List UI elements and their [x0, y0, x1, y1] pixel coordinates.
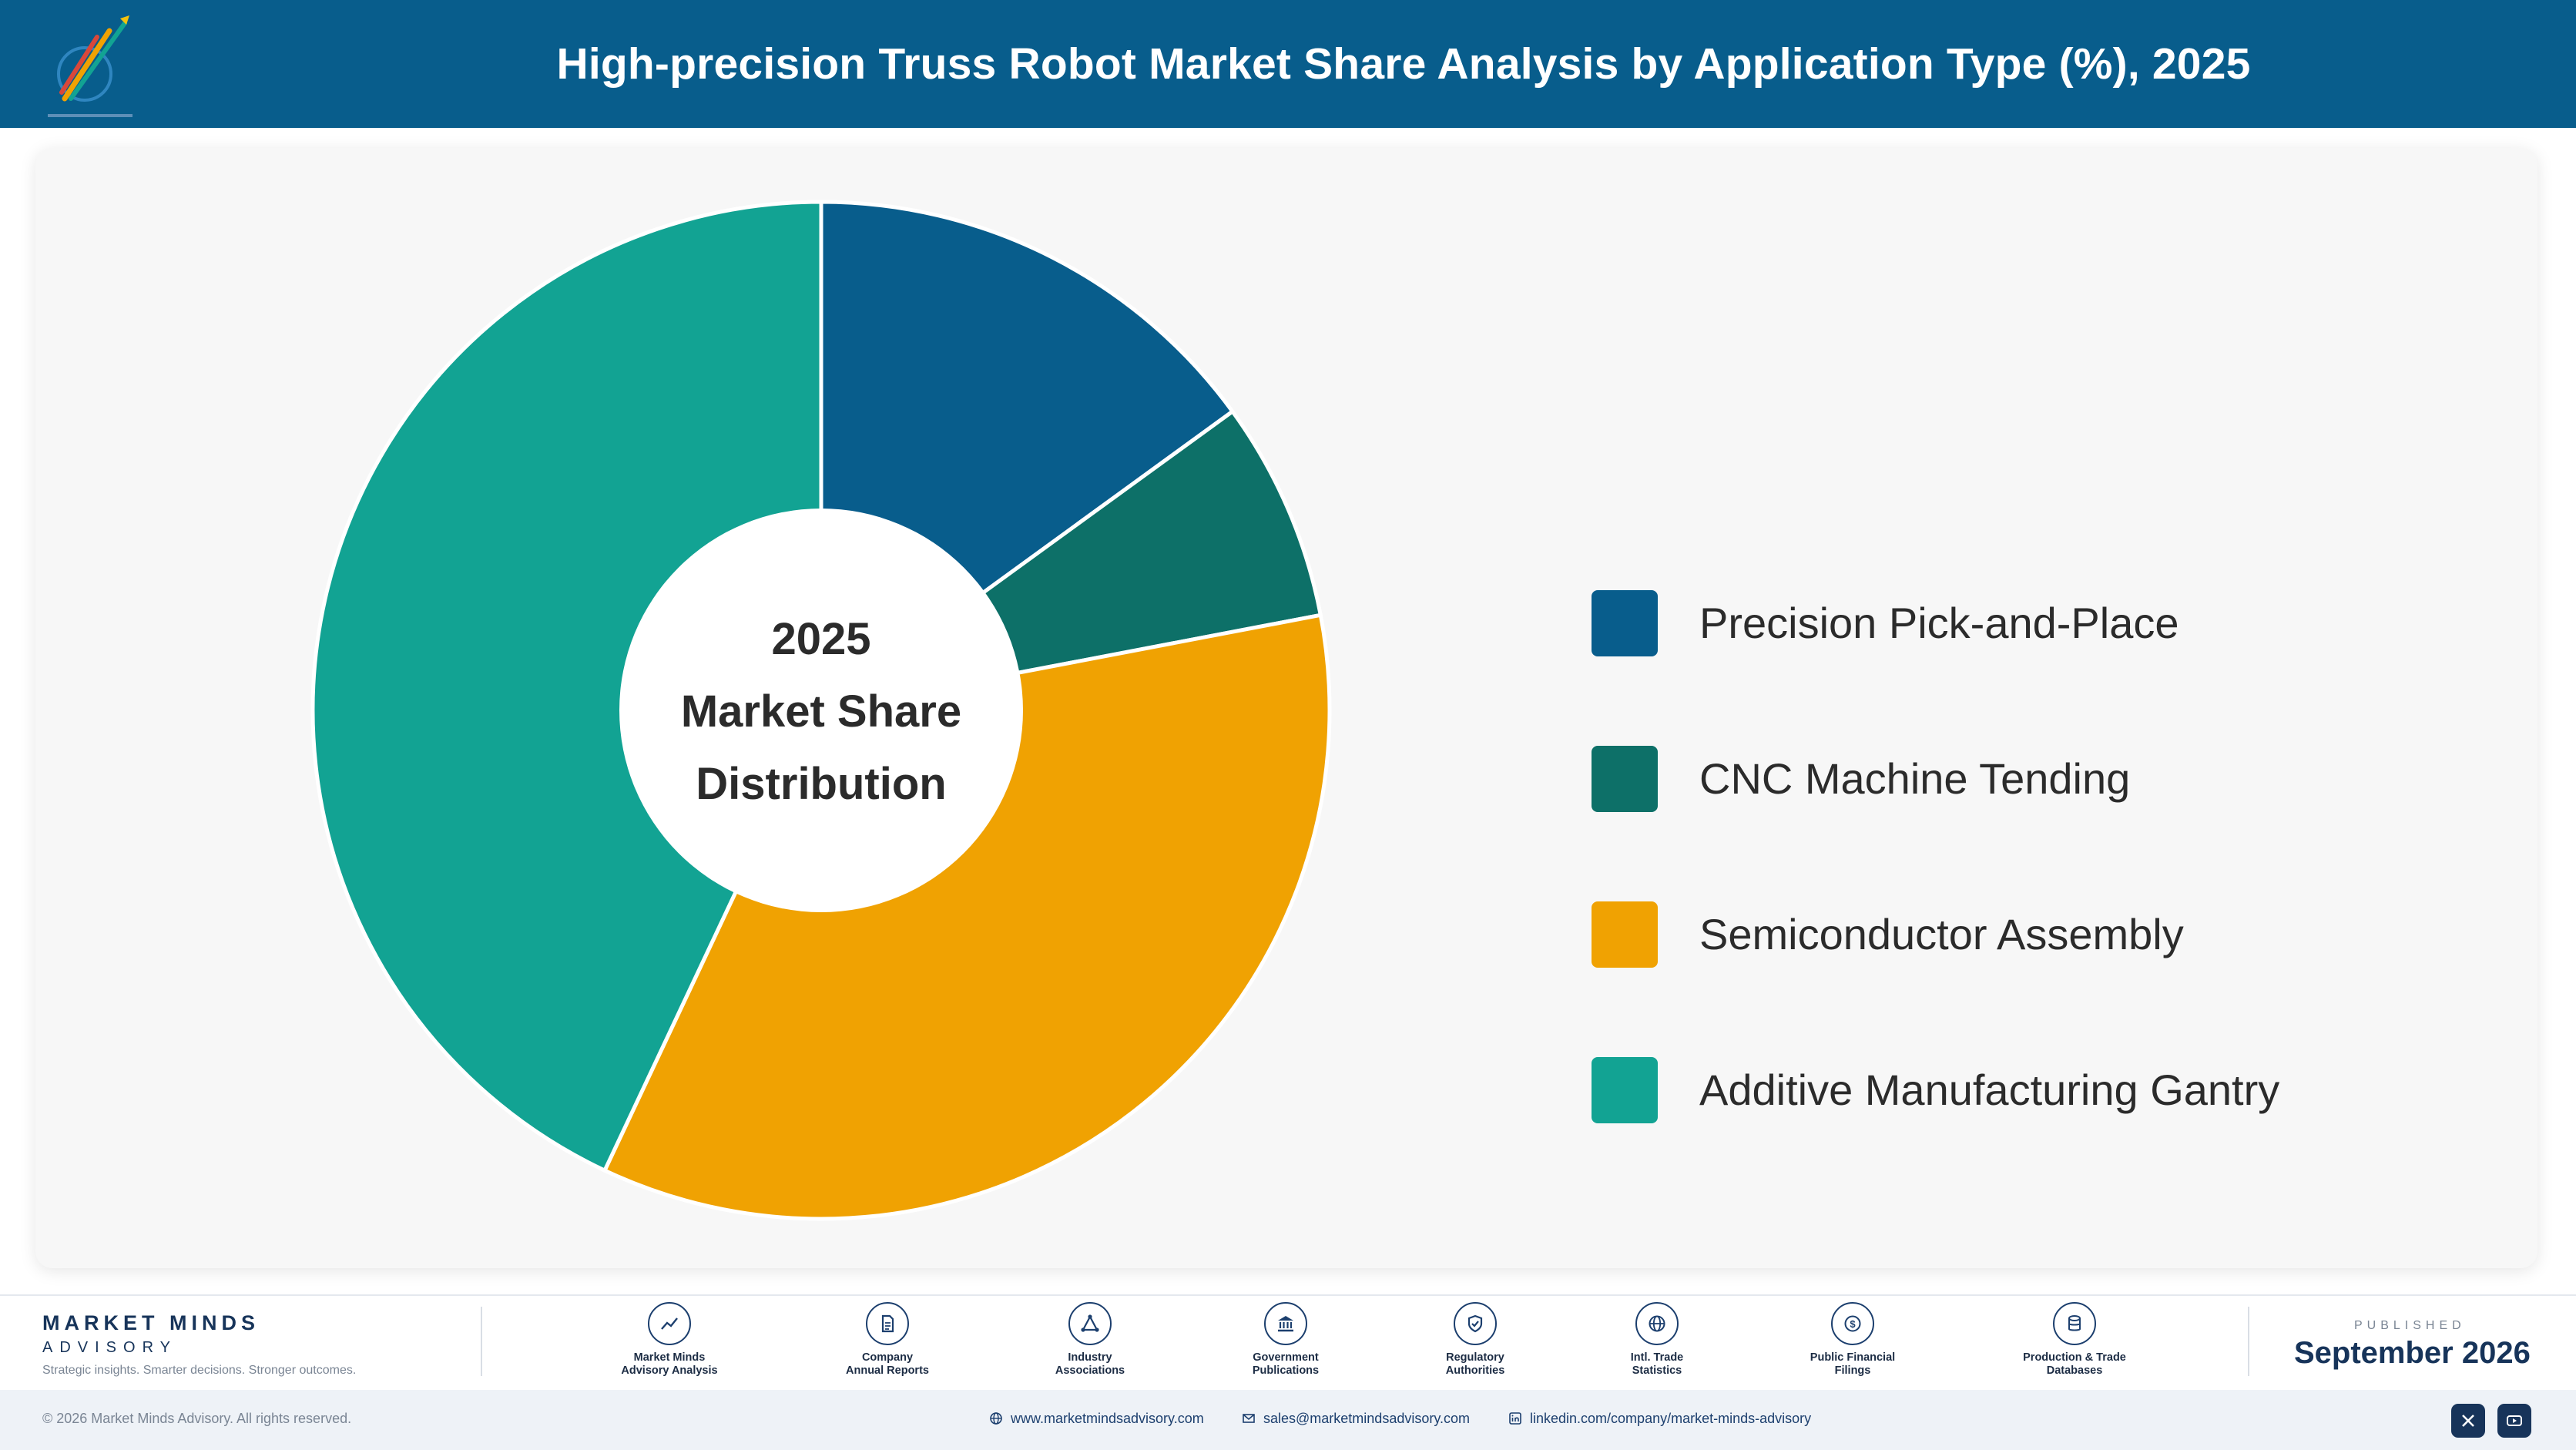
source-label-line1: Production & Trade	[2023, 1351, 2126, 1364]
legend-label: CNC Machine Tending	[1699, 754, 2131, 803]
source-label-line2: Associations	[1055, 1364, 1125, 1377]
source-label-line1: Market Minds	[633, 1351, 706, 1364]
legend-swatch	[1592, 901, 1658, 968]
legend-item-precision-pick-and-place: Precision Pick-and-Place	[1592, 590, 2516, 658]
chart-card: 2025 Market Share Distribution Precision…	[35, 148, 2537, 1268]
dollar-coin-icon: $	[1831, 1302, 1874, 1345]
website-text: www.marketmindsadvisory.com	[1011, 1411, 1204, 1426]
footer-divider	[481, 1307, 482, 1376]
source-label-line1: Intl. Trade	[1630, 1351, 1684, 1364]
brand-subtitle: ADVISORY	[42, 1339, 177, 1356]
source-label-line1: Industry	[1068, 1351, 1112, 1364]
source-intl-trade-statistics: Intl. Trade Statistics	[1576, 1302, 1738, 1378]
published-date: September 2026	[2294, 1336, 2531, 1370]
chart-line-icon	[648, 1302, 691, 1345]
mail-icon	[1243, 1414, 1255, 1423]
source-company-annual-reports: Company Annual Reports	[807, 1302, 968, 1378]
email-link[interactable]: sales@marketmindsadvisory.com	[1242, 1411, 1470, 1427]
footer: MARKET MINDS ADVISORY Strategic insights…	[0, 1294, 2576, 1390]
legend-item-additive-manufacturing-gantry: Additive Manufacturing Gantry	[1592, 1057, 2516, 1125]
source-market-minds-analysis: Market Minds Advisory Analysis	[589, 1302, 750, 1378]
source-label-line2: Filings	[1834, 1364, 1871, 1377]
svg-text:$: $	[1850, 1318, 1856, 1330]
x-social-button[interactable]	[2451, 1404, 2485, 1438]
network-icon	[1068, 1302, 1112, 1345]
pie-slice-additive-manufacturing-gantry	[310, 200, 823, 1173]
source-public-financial-filings: $ Public Financial Filings	[1772, 1302, 1934, 1378]
donut-hole	[619, 509, 1023, 912]
x-icon	[2462, 1415, 2474, 1427]
document-icon	[866, 1302, 909, 1345]
source-label-line2: Authorities	[1445, 1364, 1505, 1377]
source-label-line1: Company	[861, 1351, 914, 1364]
page-title: High-precision Truss Robot Market Share …	[556, 39, 2251, 89]
copyright-text: © 2026 Market Minds Advisory. All rights…	[42, 1411, 352, 1426]
source-label-line1: Government	[1253, 1351, 1319, 1364]
source-production-trade-databases: Production & Trade Databases	[1994, 1302, 2155, 1378]
legend-item-cnc-machine-tending: CNC Machine Tending	[1592, 746, 2516, 814]
database-icon	[2053, 1302, 2096, 1345]
header-bar: High-precision Truss Robot Market Share …	[0, 0, 2576, 128]
globe-icon	[990, 1412, 1002, 1425]
linkedin-link[interactable]: linkedin.com/company/market-minds-adviso…	[1508, 1411, 1811, 1427]
email-text: sales@marketmindsadvisory.com	[1263, 1411, 1471, 1426]
pie-slice-semiconductor-assembly	[602, 613, 1332, 1221]
brand-tagline: Strategic insights. Smarter decisions. S…	[42, 1364, 357, 1377]
legend-label: Additive Manufacturing Gantry	[1699, 1066, 2280, 1114]
linkedin-icon	[1509, 1412, 1521, 1425]
youtube-icon	[2507, 1415, 2522, 1426]
source-regulatory-authorities: Regulatory Authorities	[1394, 1302, 1556, 1378]
legend-item-semiconductor-assembly: Semiconductor Assembly	[1592, 901, 2516, 969]
website-link[interactable]: www.marketmindsadvisory.com	[989, 1411, 1204, 1427]
legend-swatch	[1592, 1057, 1658, 1123]
linkedin-text: linkedin.com/company/market-minds-adviso…	[1530, 1411, 1812, 1426]
globe-icon	[1635, 1302, 1679, 1345]
source-label-line2: Statistics	[1632, 1364, 1682, 1377]
youtube-social-button[interactable]	[2497, 1404, 2531, 1438]
footer-divider	[2248, 1307, 2249, 1376]
center-label-year: 2025	[771, 614, 870, 664]
bottom-bar: © 2026 Market Minds Advisory. All rights…	[0, 1390, 2576, 1450]
source-label-line1: Public Financial	[1810, 1351, 1896, 1364]
shield-check-icon	[1454, 1302, 1497, 1345]
published-label: PUBLISHED	[2354, 1319, 2466, 1332]
source-label-line2: Publications	[1252, 1364, 1320, 1377]
legend-label: Precision Pick-and-Place	[1699, 599, 2179, 647]
company-logo	[48, 15, 132, 117]
center-label-title: Market Share	[681, 686, 961, 737]
source-label-line2: Databases	[2046, 1364, 2103, 1377]
center-label-subtitle: Distribution	[696, 759, 946, 809]
donut-chart: 2025 Market Share Distribution	[310, 200, 1332, 1221]
government-building-icon	[1264, 1302, 1307, 1345]
legend-swatch	[1592, 746, 1658, 812]
legend-label: Semiconductor Assembly	[1699, 910, 2184, 958]
brand-name: MARKET MINDS	[42, 1311, 260, 1334]
source-label-line2: Annual Reports	[846, 1364, 929, 1377]
source-industry-associations: Industry Associations	[1009, 1302, 1171, 1378]
source-label-line1: Regulatory	[1446, 1351, 1504, 1364]
source-government-publications: Government Publications	[1205, 1302, 1367, 1378]
legend-swatch	[1592, 590, 1658, 656]
source-label-line2: Advisory Analysis	[621, 1364, 718, 1377]
